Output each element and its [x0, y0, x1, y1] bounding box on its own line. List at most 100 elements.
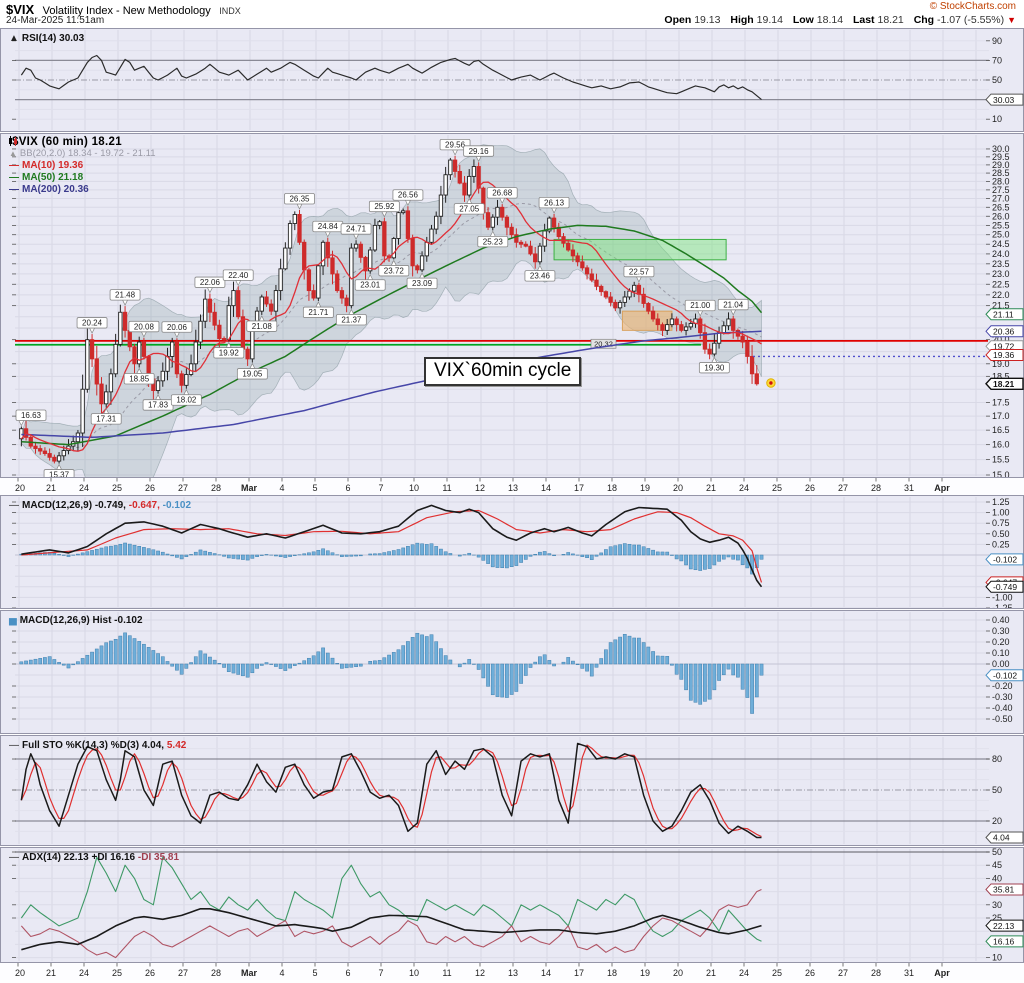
- svg-text:12: 12: [475, 483, 485, 493]
- svg-text:16.5: 16.5: [992, 425, 1010, 435]
- svg-text:23.0: 23.0: [992, 269, 1010, 279]
- svg-text:50: 50: [992, 75, 1002, 85]
- svg-text:25: 25: [112, 483, 122, 493]
- svg-text:25.0: 25.0: [992, 230, 1010, 240]
- svg-text:7: 7: [378, 968, 383, 978]
- svg-text:25: 25: [992, 913, 1002, 923]
- svg-text:24.5: 24.5: [992, 239, 1010, 249]
- high-label: High: [730, 14, 754, 26]
- svg-text:11: 11: [442, 483, 451, 493]
- svg-text:21.04: 21.04: [723, 300, 744, 309]
- svg-text:25.5: 25.5: [992, 220, 1010, 230]
- svg-text:26.35: 26.35: [289, 194, 310, 203]
- open-label: Open: [664, 14, 692, 26]
- svg-text:17: 17: [574, 483, 584, 493]
- svg-text:10: 10: [992, 114, 1002, 124]
- svg-text:20.08: 20.08: [134, 322, 155, 331]
- svg-text:6: 6: [345, 968, 350, 978]
- svg-text:1.25: 1.25: [992, 497, 1010, 507]
- date-axis-bottom-labels: 20 21 24 25 26 27 28 Mar 4 5 6 7 10 11 12 13 14 17 18 19 20 2…: [15, 963, 950, 978]
- svg-text:0.20: 0.20: [992, 637, 1010, 647]
- svg-text:4.04: 4.04: [993, 833, 1010, 843]
- svg-text:31: 31: [904, 483, 914, 493]
- svg-text:19.72: 19.72: [993, 342, 1015, 352]
- svg-text:22.40: 22.40: [228, 271, 249, 280]
- svg-text:27: 27: [178, 968, 188, 978]
- svg-text:50: 50: [992, 848, 1002, 857]
- stochastics-legend: — Full STO %K(14,3) %D(3) 4.04, 5.42: [9, 738, 186, 752]
- svg-text:23.46: 23.46: [530, 272, 551, 281]
- low-value: 18.14: [816, 14, 844, 26]
- ma50-line-icon: —: [9, 172, 19, 183]
- svg-text:26: 26: [145, 968, 155, 978]
- ticker-symbol: $VIX: [6, 2, 35, 17]
- svg-text:17.31: 17.31: [96, 415, 117, 424]
- svg-text:0.75: 0.75: [992, 518, 1010, 528]
- svg-text:21: 21: [706, 483, 716, 493]
- svg-text:-0.40: -0.40: [992, 703, 1013, 713]
- svg-text:17.83: 17.83: [148, 401, 169, 410]
- change-down-icon[interactable]: ▼: [1007, 15, 1016, 25]
- svg-text:0.40: 0.40: [992, 615, 1010, 625]
- sto-d-value: 5.42: [166, 740, 187, 751]
- svg-text:26.56: 26.56: [398, 191, 419, 200]
- macd-panel: — MACD(12,26,9) -0.749, -0.647, -0.102 1.…: [0, 495, 1024, 609]
- bollinger-band-icon: ▲: [9, 149, 17, 158]
- svg-text:21.48: 21.48: [115, 291, 136, 300]
- svg-text:20: 20: [15, 968, 25, 978]
- svg-text:22.0: 22.0: [992, 290, 1010, 300]
- svg-text:20.06: 20.06: [167, 323, 188, 332]
- svg-text:18: 18: [607, 968, 617, 978]
- adx-plot: 50 45 40 30 25 10 35.81 22.13 16.16: [12, 848, 1024, 962]
- svg-text:4: 4: [279, 483, 284, 493]
- svg-text:21: 21: [706, 968, 716, 978]
- svg-text:28: 28: [871, 968, 881, 978]
- svg-text:12: 12: [475, 968, 485, 978]
- svg-text:26: 26: [805, 483, 815, 493]
- svg-text:Mar: Mar: [241, 968, 258, 978]
- svg-text:21: 21: [46, 968, 56, 978]
- svg-text:15.0: 15.0: [992, 470, 1010, 477]
- open-value: 19.13: [694, 14, 721, 26]
- date-axis-top: 20 21 24 25 26 27 28 Mar 4 5 6 7 10 11 12 13 14 17 18 19 20 2…: [0, 478, 1024, 495]
- svg-text:0.10: 0.10: [992, 648, 1010, 658]
- svg-text:19.0: 19.0: [992, 359, 1010, 369]
- svg-text:0.30: 0.30: [992, 626, 1010, 636]
- macd-hist-legend: ▅ MACD(12,26,9) Hist -0.102: [9, 613, 143, 627]
- svg-text:Apr: Apr: [934, 483, 950, 493]
- svg-text:25.92: 25.92: [374, 202, 395, 211]
- svg-text:24: 24: [79, 968, 89, 978]
- svg-text:20.24: 20.24: [82, 319, 103, 328]
- svg-text:15.5: 15.5: [992, 455, 1010, 465]
- svg-text:Mar: Mar: [241, 483, 258, 493]
- svg-text:28: 28: [211, 968, 221, 978]
- svg-text:15.37: 15.37: [49, 471, 70, 477]
- line-icon: —: [9, 740, 19, 751]
- svg-text:19.30: 19.30: [704, 363, 725, 372]
- svg-text:27.0: 27.0: [992, 194, 1010, 204]
- svg-text:27.05: 27.05: [459, 205, 480, 214]
- svg-text:-0.20: -0.20: [992, 681, 1013, 691]
- svg-text:-0.50: -0.50: [992, 714, 1013, 724]
- svg-text:26: 26: [805, 968, 815, 978]
- macd-hist-plot: 0.400.300.200.100.00 -0.20-0.30-0.40-0.50…: [12, 612, 1024, 732]
- svg-text:-1.25: -1.25: [992, 603, 1013, 608]
- svg-text:6: 6: [345, 483, 350, 493]
- svg-text:28: 28: [211, 483, 221, 493]
- quote-line: Open 19.13 High 19.14 Low 18.14 Last 18.…: [657, 14, 1016, 26]
- ma200-line-icon: —: [9, 184, 19, 195]
- svg-text:21: 21: [46, 483, 56, 493]
- bar-chart-icon: ▅: [9, 615, 17, 626]
- svg-text:23.5: 23.5: [992, 259, 1010, 269]
- svg-text:21.11: 21.11: [993, 309, 1014, 319]
- macd-value: -0.749,: [94, 500, 126, 511]
- svg-text:45: 45: [992, 860, 1002, 870]
- svg-text:25: 25: [772, 968, 782, 978]
- svg-text:24: 24: [739, 968, 749, 978]
- svg-text:25: 25: [772, 483, 782, 493]
- macd-hist-panel: ▅ MACD(12,26,9) Hist -0.102 0.40 0.30 0.20 0…: [0, 610, 1024, 734]
- svg-text:5: 5: [312, 483, 317, 493]
- svg-text:28.0: 28.0: [992, 176, 1010, 186]
- svg-text:23.72: 23.72: [384, 266, 405, 275]
- cycle-annotation: VIX`60min cycle: [424, 357, 582, 386]
